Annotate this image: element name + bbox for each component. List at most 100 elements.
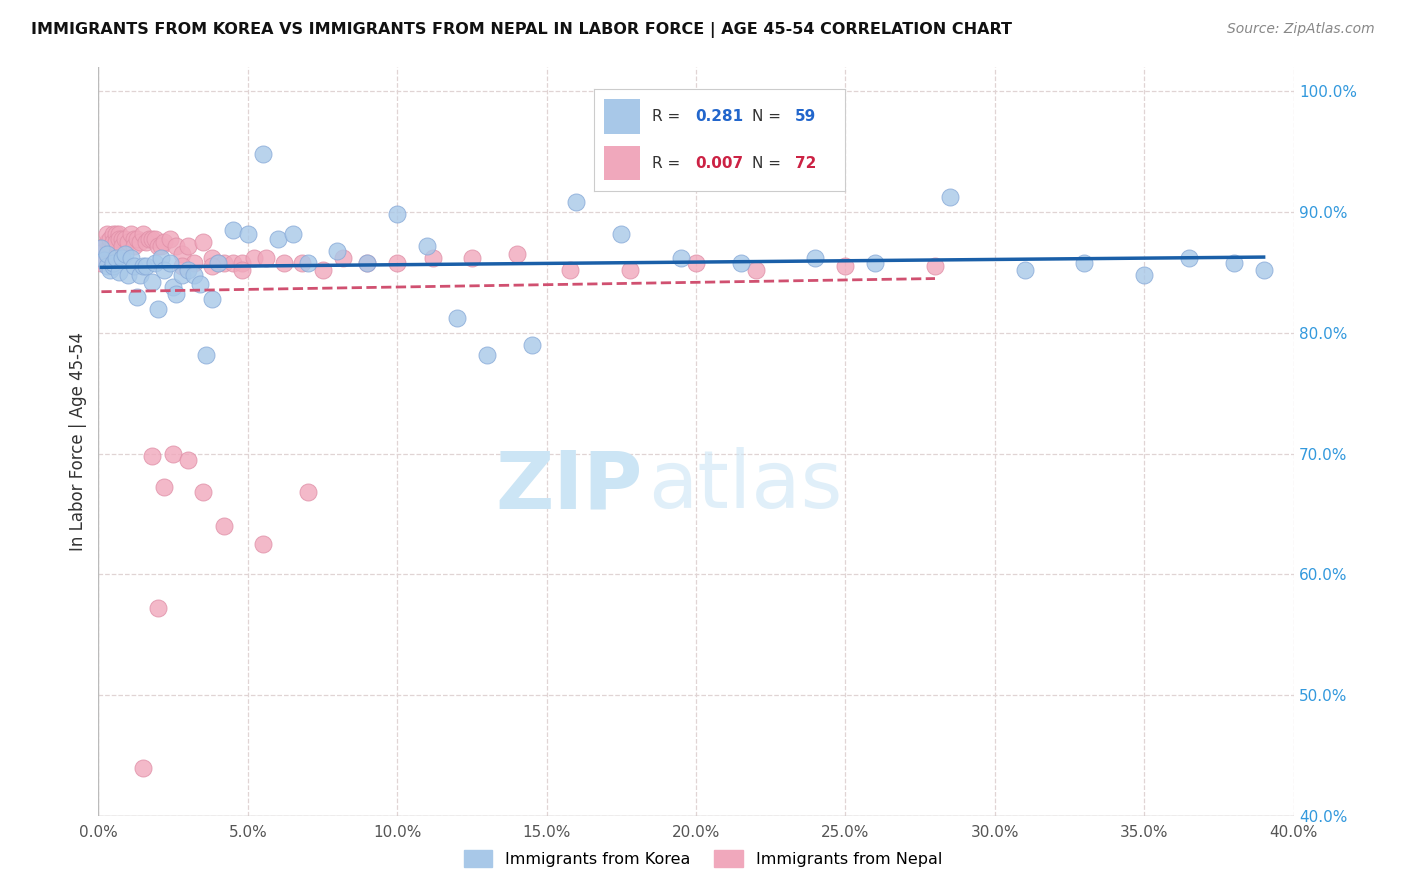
Point <box>183 255 205 269</box>
Point <box>114 231 136 245</box>
Point <box>96 227 118 241</box>
Point <box>865 255 887 269</box>
Point <box>93 244 115 258</box>
Point <box>117 235 139 249</box>
Point <box>172 247 194 261</box>
Point <box>143 255 166 269</box>
Point <box>356 255 378 269</box>
Point <box>1073 255 1095 269</box>
Y-axis label: In Labor Force | Age 45-54: In Labor Force | Age 45-54 <box>69 332 87 551</box>
Point <box>177 263 200 277</box>
Point <box>129 268 152 282</box>
Point <box>356 255 378 269</box>
Point <box>93 239 115 253</box>
Point <box>201 292 224 306</box>
Point <box>120 227 142 241</box>
Point <box>212 519 235 533</box>
Point <box>150 251 173 265</box>
Point <box>143 231 166 245</box>
Point <box>385 207 409 221</box>
Point <box>124 239 146 253</box>
Point <box>212 255 235 269</box>
Point <box>243 251 266 265</box>
Point <box>111 251 134 265</box>
Point <box>565 195 588 210</box>
Point <box>172 260 194 274</box>
Point <box>111 231 134 245</box>
Point <box>105 251 128 265</box>
Point <box>172 268 194 282</box>
Point <box>254 251 277 265</box>
Point <box>560 263 582 277</box>
Point <box>332 251 354 265</box>
Point <box>111 239 134 253</box>
Point <box>475 347 498 361</box>
Point <box>1178 251 1201 265</box>
Point <box>135 260 157 274</box>
Point <box>183 268 205 282</box>
Text: atlas: atlas <box>648 448 842 525</box>
Point <box>96 247 118 261</box>
Point <box>132 761 155 775</box>
Point <box>520 338 543 352</box>
Point <box>191 235 214 249</box>
Point <box>148 601 170 615</box>
Point <box>127 289 149 303</box>
Point <box>96 260 118 274</box>
Point <box>138 231 160 245</box>
Point <box>191 485 214 500</box>
Point <box>103 235 125 249</box>
Point <box>416 239 439 253</box>
Point <box>141 231 163 245</box>
Point <box>422 251 444 265</box>
Point <box>124 260 146 274</box>
Point <box>281 227 304 241</box>
Point <box>1253 263 1275 277</box>
Point <box>207 255 229 269</box>
Point <box>141 449 163 463</box>
Point <box>834 260 856 274</box>
Text: Source: ZipAtlas.com: Source: ZipAtlas.com <box>1227 22 1375 37</box>
Point <box>297 255 319 269</box>
Point <box>153 235 176 249</box>
Point <box>685 255 707 269</box>
Point <box>506 247 529 261</box>
Point <box>162 447 184 461</box>
Point <box>669 251 692 265</box>
Point <box>103 255 125 269</box>
Point <box>159 231 181 245</box>
Point <box>148 301 170 316</box>
Point <box>236 227 259 241</box>
Point <box>291 255 314 269</box>
Point <box>610 227 633 241</box>
Point <box>326 244 349 258</box>
Point <box>127 231 149 245</box>
Point <box>162 280 184 294</box>
Point <box>252 147 274 161</box>
Point <box>177 239 200 253</box>
Point <box>103 227 125 241</box>
Point <box>124 231 146 245</box>
Point <box>132 227 155 241</box>
Point <box>267 231 290 245</box>
Point <box>150 239 173 253</box>
Point <box>804 251 827 265</box>
Point <box>98 231 122 245</box>
Point <box>105 227 128 241</box>
Point <box>90 241 112 255</box>
Point <box>939 190 962 204</box>
Point <box>177 452 200 467</box>
Legend: Immigrants from Korea, Immigrants from Nepal: Immigrants from Korea, Immigrants from N… <box>457 843 949 873</box>
Point <box>141 275 163 289</box>
Point <box>96 235 118 249</box>
Point <box>117 268 139 282</box>
Point <box>231 263 253 277</box>
Point <box>1014 263 1036 277</box>
Point <box>1133 268 1156 282</box>
Point <box>105 235 128 249</box>
Point <box>273 255 295 269</box>
Point <box>98 263 122 277</box>
Point <box>1223 255 1246 269</box>
Point <box>108 265 131 279</box>
Point <box>231 255 253 269</box>
